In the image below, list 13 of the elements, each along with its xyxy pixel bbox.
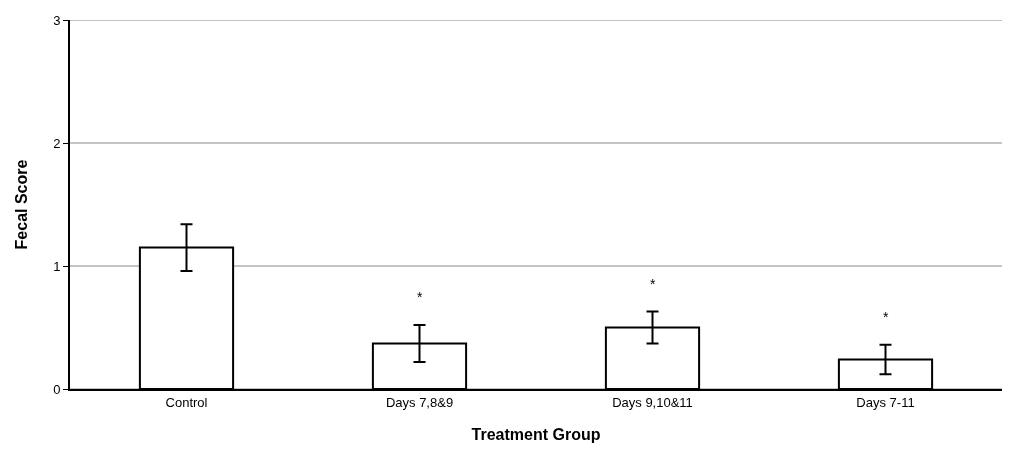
data-label: * bbox=[650, 276, 656, 292]
x-tick-label: Days 7,8&9 bbox=[385, 394, 454, 410]
y-tick-label: 2 bbox=[53, 135, 61, 151]
x-tick-label: Control bbox=[165, 394, 208, 410]
x-axis-title: Treatment Group bbox=[471, 425, 601, 443]
x-tick-label: Days 7-11 bbox=[856, 394, 915, 410]
y-axis-title: Fecal Score bbox=[13, 159, 30, 250]
y-tick-label: 1 bbox=[53, 258, 61, 274]
data-label: * bbox=[417, 289, 423, 305]
data-label: * bbox=[883, 309, 889, 325]
y-tick-label: 0 bbox=[53, 381, 61, 397]
y-tick-label: 3 bbox=[53, 12, 61, 28]
x-tick-label: Days 9,10&11 bbox=[612, 394, 693, 410]
